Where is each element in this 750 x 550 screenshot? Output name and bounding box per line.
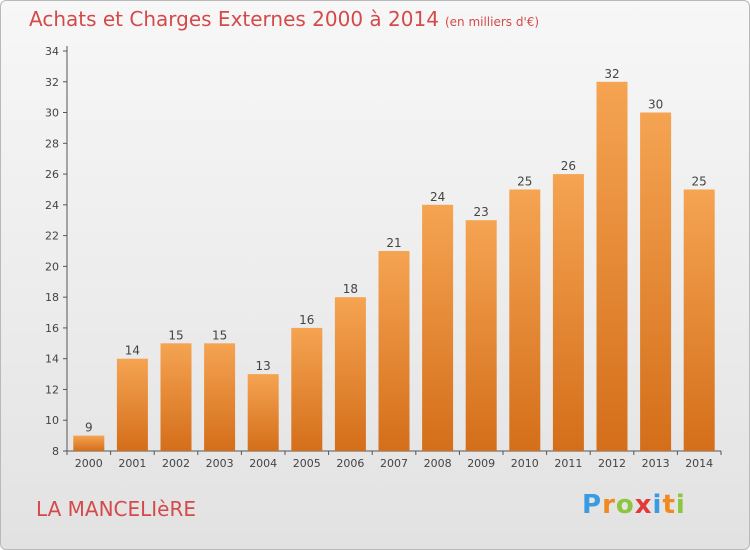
bar (334, 297, 366, 451)
x-tick-label: 2003 (206, 457, 234, 470)
logo-letter: t (662, 490, 676, 520)
commune-name: LA MANCELIèRE (36, 497, 197, 521)
bar (247, 374, 279, 451)
bar (422, 204, 454, 451)
y-tick-label: 18 (45, 291, 59, 304)
y-tick-label: 34 (45, 45, 59, 58)
logo-letter: x (634, 490, 653, 520)
x-tick-label: 2007 (380, 457, 408, 470)
bar (509, 189, 541, 451)
x-tick-label: 2002 (162, 457, 190, 470)
bar-value-label: 15 (168, 328, 183, 342)
bar (291, 327, 323, 451)
x-tick-label: 2008 (424, 457, 452, 470)
y-tick-label: 10 (45, 414, 59, 427)
y-tick-label: 32 (45, 76, 59, 89)
logo-letter: i (675, 490, 686, 520)
x-tick-label: 2014 (685, 457, 713, 470)
x-tick-label: 2011 (554, 457, 582, 470)
x-tick-label: 2005 (293, 457, 321, 470)
bar (552, 174, 584, 451)
y-tick-label: 12 (45, 383, 59, 396)
bar (73, 435, 105, 451)
bar (378, 251, 410, 451)
chart-title-text: Achats et Charges Externes 2000 à 2014 (29, 7, 439, 31)
y-tick-label: 28 (45, 137, 59, 150)
bar-value-label: 16 (299, 313, 314, 327)
bar (640, 112, 672, 451)
x-tick-label: 2013 (642, 457, 670, 470)
bar-value-label: 30 (648, 98, 663, 112)
bar-value-label: 15 (212, 328, 227, 342)
logo-letter: P (582, 490, 603, 520)
logo-letter: i (652, 490, 663, 520)
y-tick-label: 14 (45, 353, 59, 366)
bar-value-label: 9 (85, 421, 93, 435)
y-tick-label: 30 (45, 107, 59, 120)
x-tick-label: 2001 (118, 457, 146, 470)
bar-value-label: 13 (256, 359, 271, 373)
y-tick-label: 26 (45, 168, 59, 181)
bar (204, 343, 236, 451)
bars (73, 81, 715, 452)
y-tick-label: 24 (45, 199, 59, 212)
chart-title: Achats et Charges Externes 2000 à 2014 (e… (29, 7, 539, 31)
bar (160, 343, 192, 451)
y-tick-label: 16 (45, 322, 59, 335)
x-tick-label: 2000 (75, 457, 103, 470)
x-tick-label: 2012 (598, 457, 626, 470)
x-tick-label: 2006 (336, 457, 364, 470)
bar-value-label: 24 (430, 190, 445, 204)
logo-letter: r (602, 490, 616, 520)
bar-value-label: 21 (386, 236, 401, 250)
bar-value-label: 26 (561, 159, 576, 173)
bar-value-label: 14 (125, 344, 140, 358)
bar-value-label: 25 (692, 175, 707, 189)
y-tick-label: 20 (45, 260, 59, 273)
logo-letter: o (615, 490, 635, 520)
bar-value-label: 25 (517, 175, 532, 189)
labels: 9 2000 14 2001 15 2002 15 2003 13 2004 16 2005 18 200… (75, 67, 713, 470)
x-tick-label: 2009 (467, 457, 495, 470)
x-tick-label: 2004 (249, 457, 277, 470)
bar (596, 81, 628, 452)
y-tick-label: 8 (52, 445, 59, 458)
proxiti-logo: Proxiti (582, 490, 686, 520)
bar (116, 358, 148, 451)
bar-value-label: 23 (474, 205, 489, 219)
unit-label: (en milliers d'€) (444, 15, 540, 29)
bar (683, 189, 715, 451)
x-tick-label: 2010 (511, 457, 539, 470)
bar-value-label: 32 (604, 67, 619, 81)
y-tick-label: 22 (45, 230, 59, 243)
bar-value-label: 18 (343, 282, 358, 296)
bar (465, 220, 497, 451)
